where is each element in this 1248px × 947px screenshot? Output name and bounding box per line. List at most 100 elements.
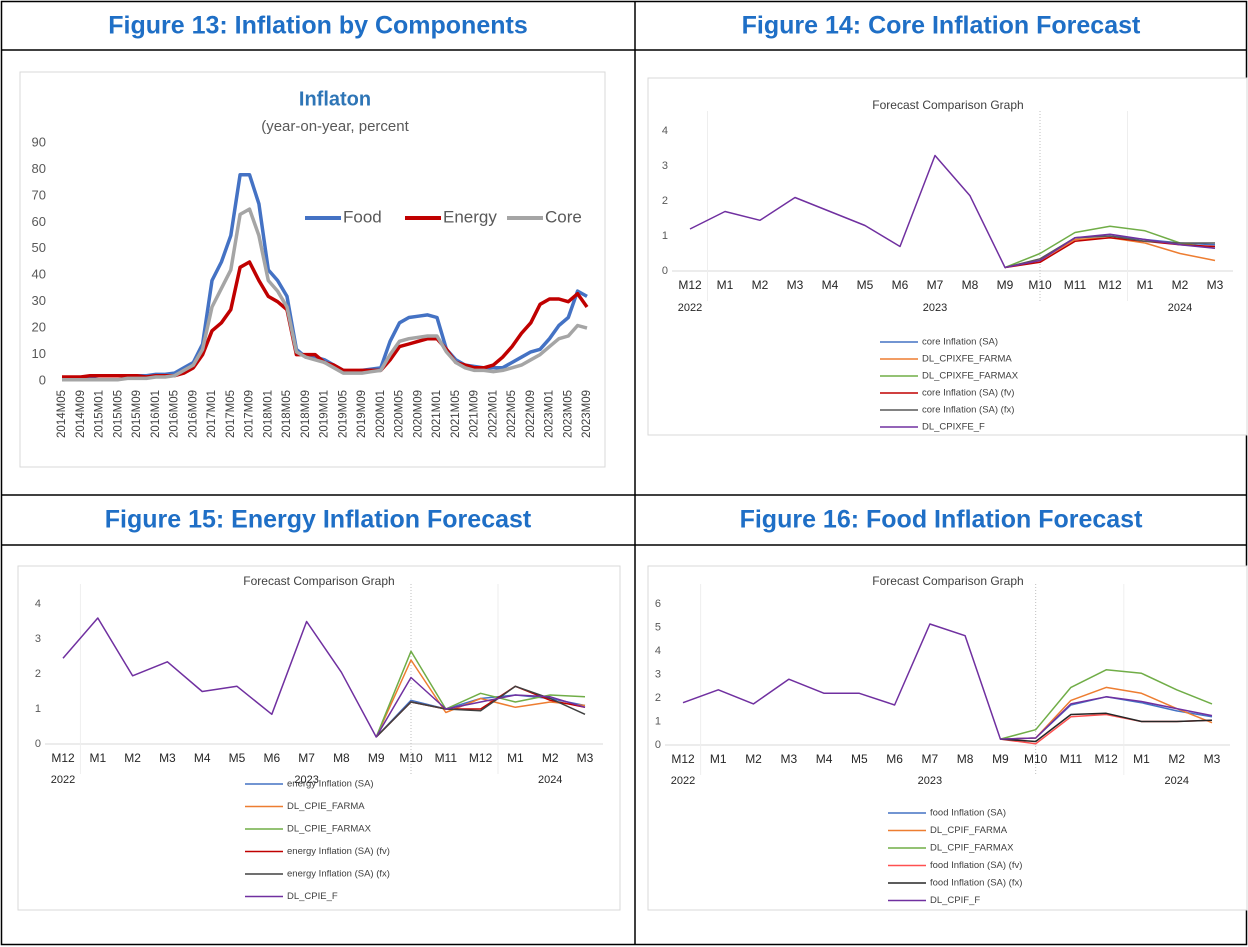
- y-tick-label: 10: [32, 346, 46, 361]
- legend-label: DL_CPIXFE_FARMA: [922, 354, 1012, 365]
- x-tick-label: 2023M05: [562, 390, 574, 438]
- x-tick-label: 2019M09: [356, 390, 368, 438]
- x-tick-label: M3: [787, 278, 804, 292]
- legend-label: Core: [545, 207, 582, 226]
- x-tick-label: M3: [780, 752, 797, 766]
- x-tick-label: M8: [962, 278, 979, 292]
- x-tick-label: M3: [159, 751, 176, 765]
- x-tick-label: M3: [577, 751, 594, 765]
- legend-label: DL_CPIE_FARMA: [287, 801, 365, 812]
- x-tick-label: M1: [1137, 278, 1154, 292]
- x-tick-label: M10: [399, 751, 423, 765]
- legend-label: food Inflation (SA) (fx): [930, 878, 1022, 889]
- x-tick-label: M3: [1204, 752, 1221, 766]
- x-tick-label: M10: [1024, 752, 1048, 766]
- chart-subtitle: (year-on-year, percent: [261, 118, 409, 135]
- legend-label: DL_CPIE_F: [287, 891, 338, 902]
- y-tick-label: 3: [35, 633, 41, 645]
- year-label: 2022: [671, 775, 695, 787]
- x-tick-label: M1: [717, 278, 734, 292]
- y-tick-label: 0: [655, 739, 661, 751]
- legend-label: Food: [343, 207, 382, 226]
- y-tick-label: 50: [32, 240, 46, 255]
- y-tick-label: 2: [35, 668, 41, 680]
- y-tick-label: 5: [655, 621, 661, 633]
- x-tick-label: M8: [957, 752, 974, 766]
- x-tick-label: M5: [857, 278, 874, 292]
- chart-title: Forecast Comparison Graph: [872, 574, 1023, 588]
- y-tick-label: 70: [32, 187, 46, 202]
- figure-heading: Figure 13: Inflation by Components: [108, 12, 527, 40]
- year-label: 2024: [538, 774, 562, 786]
- x-tick-label: 2014M09: [75, 390, 87, 438]
- chart-title: Forecast Comparison Graph: [243, 574, 394, 588]
- x-tick-label: M4: [816, 752, 833, 766]
- series-line: [682, 623, 1213, 740]
- y-tick-label: 1: [662, 230, 668, 242]
- x-tick-label: M9: [992, 752, 1009, 766]
- x-tick-label: M6: [263, 751, 280, 765]
- legend-label: DL_CPIF_F: [930, 895, 980, 906]
- x-tick-label: M2: [124, 751, 141, 765]
- year-label: 2024: [1168, 302, 1192, 314]
- x-tick-label: 2014M05: [56, 390, 68, 438]
- series-line: [689, 154, 1216, 269]
- x-tick-label: M1: [1133, 752, 1150, 766]
- x-tick-label: 2015M09: [131, 390, 143, 438]
- x-tick-label: 2019M01: [319, 390, 331, 438]
- x-tick-label: 2017M09: [244, 390, 256, 438]
- series-line: [1004, 235, 1215, 269]
- legend-label: DL_CPIE_FARMAX: [287, 824, 372, 835]
- chart-frame: [647, 77, 1248, 436]
- y-tick-label: 6: [655, 598, 661, 610]
- figure-heading: Figure 16: Food Inflation Forecast: [740, 506, 1143, 534]
- legend-label: energy Inflation (SA) (fx): [287, 869, 390, 880]
- x-tick-label: M7: [298, 751, 315, 765]
- x-tick-label: M2: [745, 752, 762, 766]
- x-tick-label: 2020M09: [412, 390, 424, 438]
- y-tick-label: 4: [662, 125, 668, 137]
- x-tick-label: M12: [1098, 278, 1122, 292]
- figure-heading: Figure 15: Energy Inflation Forecast: [105, 506, 532, 534]
- x-tick-label: M5: [851, 752, 868, 766]
- y-tick-label: 0: [39, 372, 46, 387]
- legend-label: DL_CPIF_FARMAX: [930, 843, 1014, 854]
- x-tick-label: M11: [1060, 752, 1083, 766]
- x-tick-label: 2017M05: [225, 390, 237, 438]
- y-tick-label: 30: [32, 293, 46, 308]
- legend-label: energy Inflation (SA) (fv): [287, 846, 390, 857]
- x-tick-label: 2022M09: [525, 390, 537, 438]
- y-tick-label: 90: [32, 134, 46, 149]
- x-tick-label: 2023M01: [544, 390, 556, 438]
- x-tick-label: M2: [1168, 752, 1185, 766]
- x-tick-label: M2: [1172, 278, 1189, 292]
- series-line: [62, 617, 586, 738]
- year-label: 2023: [294, 774, 318, 786]
- legend-label: energy Inflation (SA): [287, 779, 374, 790]
- legend-label: food Inflation (SA): [930, 808, 1006, 819]
- year-label: 2022: [678, 302, 702, 314]
- series-line: [375, 659, 586, 738]
- x-tick-label: M11: [435, 751, 458, 765]
- x-tick-label: M4: [194, 751, 211, 765]
- figure-heading: Figure 14: Core Inflation Forecast: [742, 12, 1141, 40]
- legend-label: core Inflation (SA) (fv): [922, 388, 1014, 399]
- y-tick-label: 1: [35, 703, 41, 715]
- x-tick-label: 2020M01: [375, 390, 387, 438]
- legend-label: DL_CPIXFE_FARMAX: [922, 371, 1019, 382]
- x-tick-label: M12: [678, 278, 702, 292]
- x-tick-label: 2022M05: [506, 390, 518, 438]
- y-tick-label: 2: [662, 195, 668, 207]
- y-tick-label: 0: [35, 738, 41, 750]
- y-tick-label: 1: [655, 715, 661, 727]
- year-label: 2023: [923, 302, 947, 314]
- x-tick-label: M6: [892, 278, 909, 292]
- x-tick-label: M5: [229, 751, 246, 765]
- x-tick-label: 2023M09: [581, 390, 593, 438]
- x-tick-label: M3: [1207, 278, 1224, 292]
- year-label: 2022: [51, 774, 75, 786]
- x-tick-label: M2: [752, 278, 769, 292]
- x-tick-label: M12: [51, 751, 75, 765]
